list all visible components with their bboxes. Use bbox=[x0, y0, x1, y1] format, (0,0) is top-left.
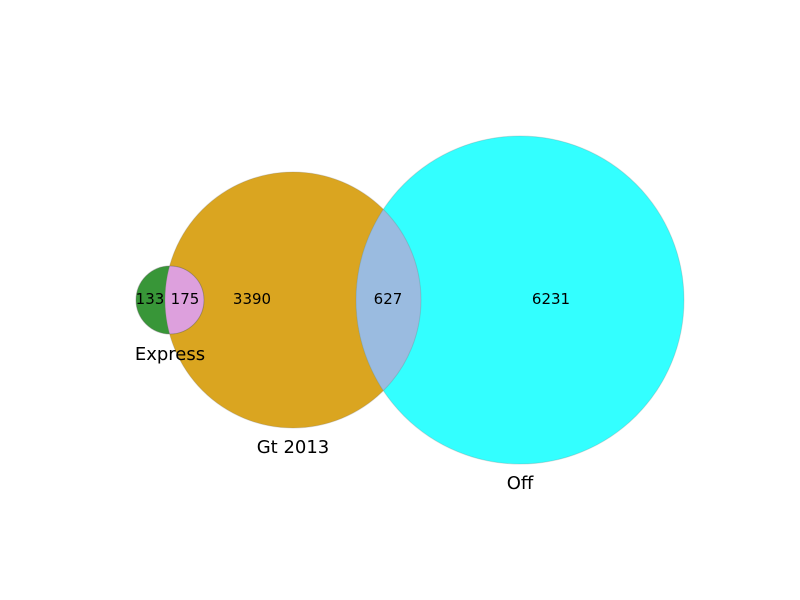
gt2013-label: Gt 2013 bbox=[257, 437, 330, 458]
gt2013-off-count: 627 bbox=[374, 290, 403, 308]
gt2013-outline bbox=[164, 171, 422, 429]
off-label: Off bbox=[507, 473, 534, 494]
express-gt2013-overlap bbox=[165, 266, 204, 334]
express-outline bbox=[135, 265, 205, 335]
gt2013-only-count: 3390 bbox=[233, 290, 271, 308]
express-label: Express bbox=[135, 344, 205, 365]
express-gt2013-count: 175 bbox=[171, 290, 200, 308]
express-only-count: 133 bbox=[136, 290, 165, 308]
off-only-count: 6231 bbox=[532, 290, 570, 308]
off-outline bbox=[355, 135, 685, 465]
gt2013-circle bbox=[165, 172, 421, 428]
off-circle bbox=[356, 136, 684, 464]
